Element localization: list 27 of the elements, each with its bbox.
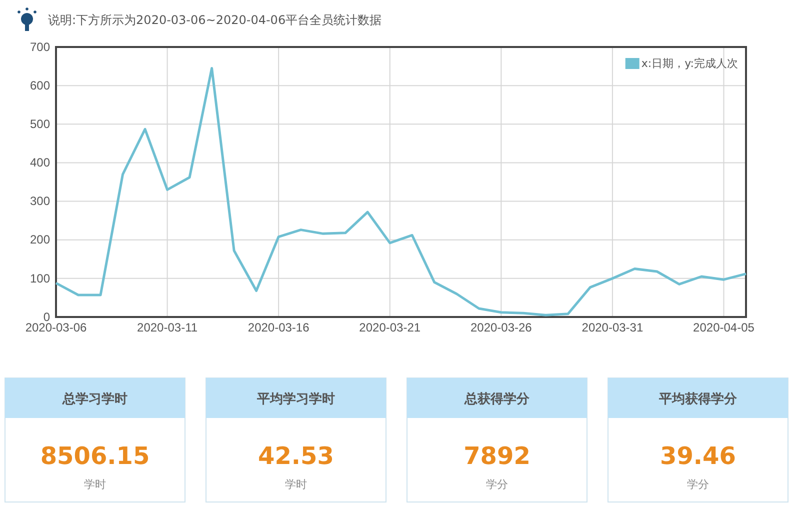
data-label: 7892	[464, 442, 530, 470]
y-tick-label: 600	[30, 78, 50, 92]
text: 学分	[687, 478, 709, 491]
text: 学时	[84, 478, 106, 491]
y-tick-label: 200	[30, 232, 50, 247]
legend-label: x:日期，y:完成人次	[641, 57, 738, 70]
data-label: 42.53	[258, 442, 334, 470]
category-label: 平均学习学时	[256, 392, 335, 407]
x-tick-label: 2020-03-21	[359, 320, 421, 335]
x-tick-label: 2020-03-16	[248, 320, 310, 335]
y-tick-label: 500	[30, 116, 50, 131]
data-label: 8506.15	[40, 442, 150, 470]
category-label: 总获得学分	[464, 391, 530, 407]
y-tick-label: 700	[30, 40, 50, 54]
x-tick-label: 2020-03-31	[582, 320, 644, 335]
x-tick-label: 2020-03-11	[137, 320, 198, 335]
x-tick-label: 2020-03-26	[470, 320, 532, 335]
y-tick-label: 400	[30, 156, 50, 170]
y-tick-label: 100	[30, 271, 50, 286]
y-tick-label: 300	[30, 194, 50, 208]
data-label: 39.46	[660, 442, 736, 470]
text: 学分	[486, 478, 508, 491]
category-label: 总学习学时	[62, 391, 128, 407]
category-label: 平均获得学分	[658, 391, 738, 407]
x-tick-label: 2020-04-05	[693, 320, 755, 335]
chart-title: 说明:下方所示为2020-03-06~2020-04-06平台全员统计数据	[48, 13, 382, 27]
text: 学时	[285, 478, 307, 491]
